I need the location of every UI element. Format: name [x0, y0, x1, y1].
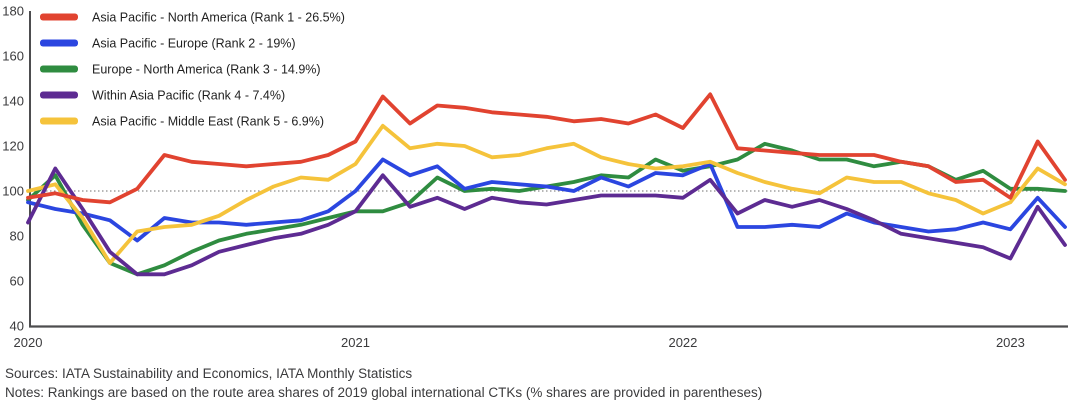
- y-axis-tick-label-120: 120: [2, 139, 24, 154]
- legend-swatch-asia-pacific-north-america: [40, 13, 78, 21]
- legend-label-asia-pacific-middle-east: Asia Pacific - Middle East (Rank 5 - 6.9…: [92, 115, 324, 129]
- x-axis-tick-label-2020: 2020: [14, 335, 43, 350]
- notes-text: Notes: Rankings are based on the route a…: [5, 385, 763, 400]
- legend-label-asia-pacific-europe: Asia Pacific - Europe (Rank 2 - 19%): [92, 37, 296, 51]
- y-axis-tick-label-160: 160: [2, 49, 24, 64]
- x-axis-tick-label-2023: 2023: [996, 335, 1025, 350]
- legend-swatch-asia-pacific-europe: [40, 39, 78, 47]
- y-axis-tick-label-140: 140: [2, 94, 24, 109]
- y-axis-tick-label-180: 180: [2, 4, 24, 19]
- y-axis-tick-label-40: 40: [10, 319, 24, 334]
- y-axis-tick-label-100: 100: [2, 184, 24, 199]
- legend-label-within-asia-pacific: Within Asia Pacific (Rank 4 - 7.4%): [92, 89, 285, 103]
- series-line-asia-pacific-europe: [26, 157, 1067, 243]
- legend-label-europe-north-america: Europe - North America (Rank 3 - 14.9%): [92, 63, 321, 77]
- x-axis-tick-label-2021: 2021: [341, 335, 370, 350]
- series-line-within-asia-pacific: [26, 166, 1067, 277]
- x-axis-tick-label-2022: 2022: [668, 335, 697, 350]
- sources-text: Sources: IATA Sustainability and Economi…: [5, 366, 413, 381]
- legend-swatch-within-asia-pacific: [40, 91, 78, 99]
- series-line-asia-pacific-middle-east: [26, 123, 1067, 265]
- legend-label-asia-pacific-north-america: Asia Pacific - North America (Rank 1 - 2…: [92, 11, 345, 25]
- series-line-asia-pacific-north-america: [26, 92, 1067, 205]
- legend-swatch-asia-pacific-middle-east: [40, 117, 78, 125]
- line-chart: 40 60 80 100 120 140 160 180 2020 2021 2022 2023 Asi…: [2, 4, 1068, 350]
- y-axis-tick-label-60: 60: [10, 274, 24, 289]
- legend-swatch-europe-north-america: [40, 65, 78, 73]
- y-axis-tick-label-80: 80: [10, 229, 24, 244]
